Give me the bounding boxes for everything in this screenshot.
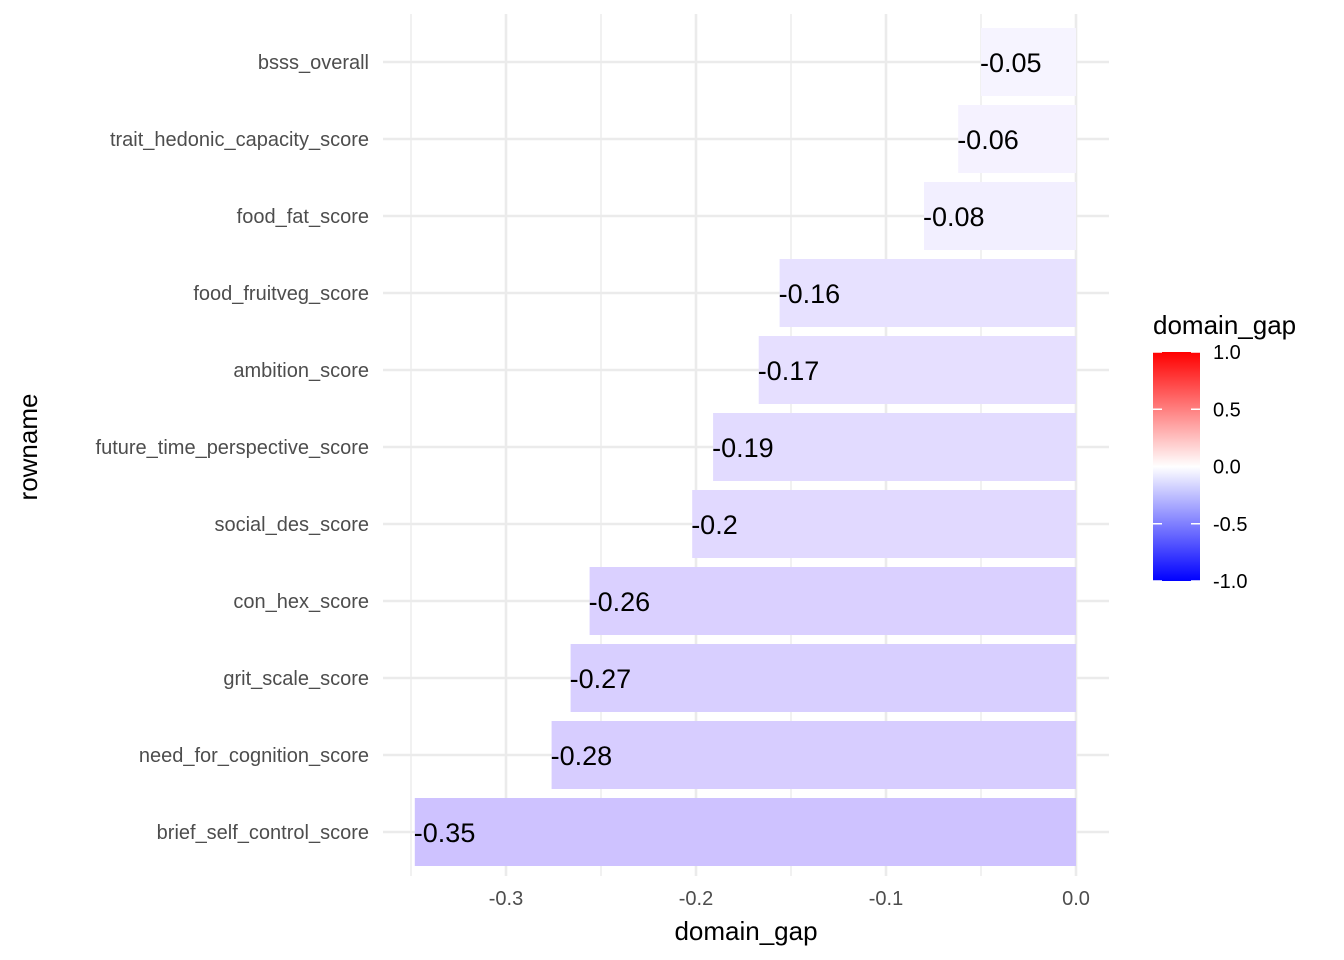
- data-label-future_time_perspective_score: -0.19: [712, 433, 774, 463]
- legend-title: domain_gap: [1153, 310, 1296, 340]
- bar-food_fruitveg_score: [779, 259, 1076, 327]
- bar-ambition_score: [758, 336, 1076, 404]
- data-label-ambition_score: -0.17: [758, 356, 820, 386]
- bar-bsss_overall: [981, 28, 1076, 96]
- y-tick-food_fruitveg_score: food_fruitveg_score: [193, 283, 369, 305]
- bars: [414, 28, 1076, 866]
- data-label-need_for_cognition_score: -0.28: [551, 741, 613, 771]
- y-axis-title: rowname: [13, 394, 43, 501]
- bar-brief_self_control_score: [414, 798, 1076, 866]
- x-tick--0.3: -0.3: [489, 888, 523, 910]
- y-tick-labels: bsss_overall trait_hedonic_capacity_score…: [96, 52, 369, 844]
- legend-ticks: 1.0 0.5 0.0 -0.5 -1.0: [1153, 342, 1247, 593]
- bar-future_time_perspective_score: [713, 413, 1076, 481]
- x-tick--0.2: -0.2: [679, 888, 713, 910]
- y-tick-need_for_cognition_score: need_for_cognition_score: [139, 745, 369, 767]
- data-label-grit_scale_score: -0.27: [570, 664, 632, 694]
- legend-tick-label: 0.0: [1213, 457, 1241, 479]
- y-tick-social_des_score: social_des_score: [214, 514, 369, 536]
- y-tick-bsss_overall: bsss_overall: [258, 52, 369, 74]
- x-tick-labels: -0.3 -0.2 -0.1 0.0: [489, 888, 1090, 910]
- data-label-food_fruitveg_score: -0.16: [779, 279, 841, 309]
- y-tick-con_hex_score: con_hex_score: [233, 591, 369, 613]
- bar-food_fat_score: [924, 182, 1076, 250]
- legend-tick-label: 0.5: [1213, 399, 1241, 421]
- y-tick-trait_hedonic_capacity_score: trait_hedonic_capacity_score: [110, 129, 369, 151]
- data-label-con_hex_score: -0.26: [589, 587, 651, 617]
- legend: domain_gap 1.0 0.5 0.0 -0.5 -1.0: [1153, 310, 1296, 593]
- legend-tick-label: 1.0: [1213, 342, 1241, 364]
- data-label-bsss_overall: -0.05: [980, 48, 1042, 78]
- y-tick-ambition_score: ambition_score: [233, 360, 369, 382]
- x-tick-0.0: 0.0: [1062, 888, 1090, 910]
- data-label-brief_self_control_score: -0.35: [414, 818, 476, 848]
- legend-tick-label: -0.5: [1213, 514, 1247, 536]
- data-labels: -0.05 -0.06 -0.08 -0.16 -0.17 -0.19 -0.2 -0.26 -…: [414, 48, 1042, 848]
- x-axis-title: domain_gap: [674, 916, 817, 946]
- y-tick-food_fat_score: food_fat_score: [237, 206, 369, 228]
- bar-trait_hedonic_capacity_score: [958, 105, 1076, 173]
- data-label-social_des_score: -0.2: [691, 510, 738, 540]
- y-tick-grit_scale_score: grit_scale_score: [223, 668, 369, 690]
- y-tick-brief_self_control_score: brief_self_control_score: [157, 822, 369, 844]
- y-tick-future_time_perspective_score: future_time_perspective_score: [96, 437, 369, 459]
- bar-need_for_cognition_score: [551, 721, 1076, 789]
- data-label-trait_hedonic_capacity_score: -0.06: [957, 125, 1019, 155]
- bar-con_hex_score: [589, 567, 1076, 635]
- bar-grit_scale_score: [570, 644, 1076, 712]
- bar-social_des_score: [692, 490, 1076, 558]
- x-tick--0.1: -0.1: [869, 888, 903, 910]
- legend-tick-label: -1.0: [1213, 571, 1247, 593]
- data-label-food_fat_score: -0.08: [923, 202, 985, 232]
